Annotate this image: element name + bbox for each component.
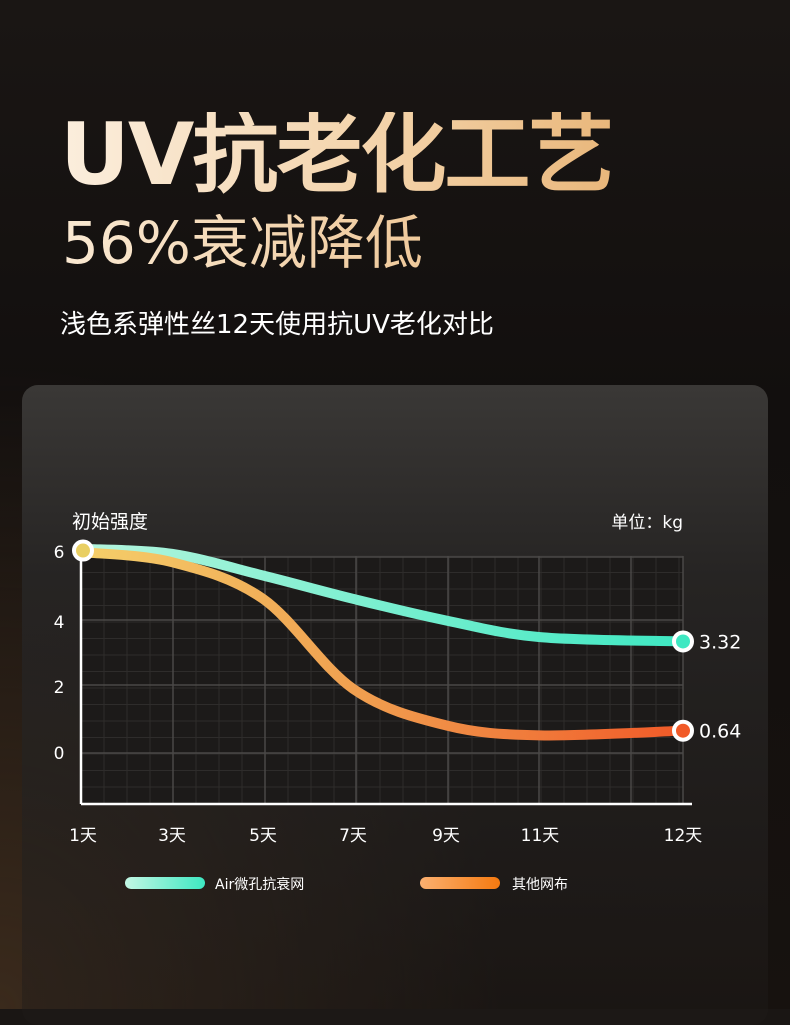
y-axis-label: 初始强度 xyxy=(72,511,148,533)
end-point-marker xyxy=(672,630,694,653)
x-tick-label: 12天 xyxy=(664,826,703,846)
page-subtitle: 56%衰减降低 xyxy=(62,209,423,277)
unit-label: 单位：kg xyxy=(611,513,683,533)
y-tick-label: 0 xyxy=(54,744,65,764)
end-value-label: 3.32 xyxy=(699,631,741,653)
x-tick-label: 3天 xyxy=(158,826,186,846)
series-line-1 xyxy=(78,547,688,741)
x-tick-label: 11天 xyxy=(521,826,560,846)
legend-swatch xyxy=(125,877,205,889)
page-title: UV抗老化工艺 xyxy=(60,105,614,205)
end-point-marker xyxy=(672,719,694,742)
start-point-marker xyxy=(72,539,94,562)
x-tick-label: 7天 xyxy=(339,826,367,846)
y-tick-label: 4 xyxy=(54,613,65,633)
x-tick-label: 1天 xyxy=(69,826,97,846)
y-tick-label: 2 xyxy=(54,678,65,698)
end-value-label: 0.64 xyxy=(699,721,741,743)
legend-swatch xyxy=(420,877,500,889)
page-description: 浅色系弹性丝12天使用抗UV老化对比 xyxy=(60,310,494,340)
plot-area xyxy=(81,556,683,804)
y-tick-label: 6 xyxy=(54,543,65,563)
x-tick-label: 5天 xyxy=(249,826,277,846)
x-tick-label: 9天 xyxy=(432,826,460,846)
legend-label: Air微孔抗衰网 xyxy=(215,876,304,893)
series-line-0 xyxy=(78,543,688,647)
legend-label: 其他网布 xyxy=(512,877,568,893)
